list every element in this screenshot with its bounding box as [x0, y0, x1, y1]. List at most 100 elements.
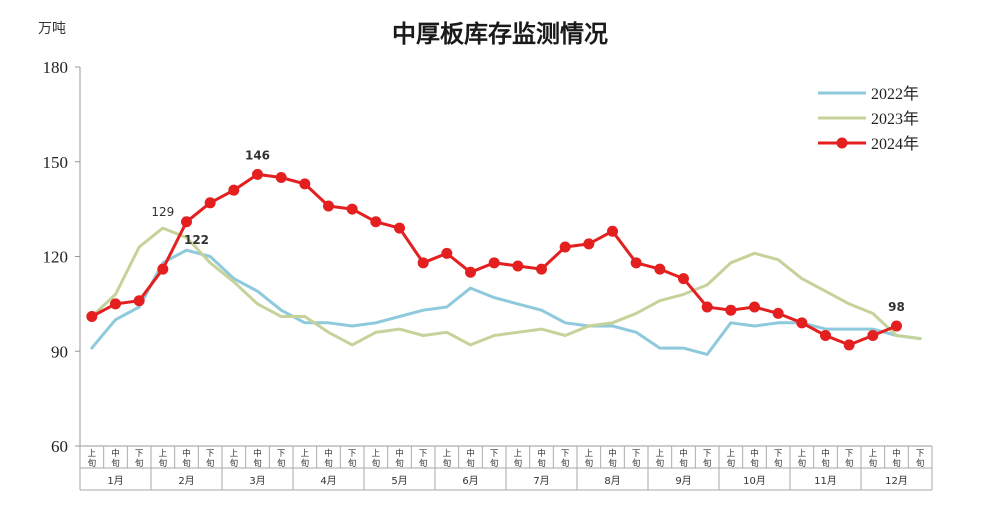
- y-tick-label: 180: [43, 58, 69, 77]
- x-month-label: 7月: [533, 475, 549, 487]
- x-period-label: 旬: [656, 458, 665, 469]
- x-month-label: 3月: [249, 475, 265, 487]
- x-period-label: 旬: [750, 458, 759, 469]
- x-period-label: 下: [916, 449, 925, 459]
- y-tick-label: 90: [51, 342, 68, 361]
- x-period-label: 上: [798, 449, 807, 459]
- x-month-label: 9月: [675, 475, 691, 487]
- x-period-label: 中: [395, 448, 404, 459]
- x-period-label: 中: [892, 448, 901, 459]
- data-point-2024年: [228, 184, 240, 196]
- data-point-2024年: [772, 307, 784, 319]
- data-point-2024年: [701, 301, 713, 313]
- chart-title: 中厚板库存监测情况: [392, 20, 608, 48]
- data-point-2024年: [157, 263, 169, 275]
- x-period-label: 旬: [324, 458, 333, 469]
- x-period-label: 旬: [395, 458, 404, 469]
- x-period-label: 上: [869, 449, 878, 459]
- data-point-2024年: [725, 304, 737, 316]
- legend-label-2024年: 2024年: [871, 135, 919, 153]
- x-period-label: 下: [632, 449, 641, 459]
- y-tick-label: 120: [43, 248, 69, 267]
- x-period-label: 上: [301, 449, 310, 459]
- x-period-label: 上: [372, 449, 381, 459]
- x-month-label: 1月: [107, 475, 123, 487]
- x-period-label: 旬: [585, 458, 594, 469]
- x-period-label: 下: [348, 449, 357, 459]
- x-period-label: 下: [703, 449, 712, 459]
- x-period-label: 旬: [608, 458, 617, 469]
- x-period-label: 下: [419, 449, 428, 459]
- x-period-label: 旬: [111, 458, 120, 469]
- data-point-2024年: [820, 329, 831, 341]
- data-point-2024年: [252, 168, 263, 180]
- y-tick-label: 150: [43, 153, 69, 172]
- x-period-label: 旬: [253, 458, 262, 469]
- x-period-label: 下: [277, 449, 286, 459]
- x-period-label: 旬: [774, 458, 783, 469]
- x-period-label: 中: [111, 448, 120, 459]
- data-label: 129: [151, 205, 174, 219]
- x-period-label: 中: [750, 448, 759, 459]
- x-period-label: 中: [679, 448, 688, 459]
- y-unit-label: 万吨: [38, 21, 66, 37]
- x-period-label: 旬: [135, 458, 144, 469]
- x-period-label: 旬: [869, 458, 878, 469]
- x-period-label: 旬: [230, 458, 239, 469]
- legend-label-2023年: 2023年: [871, 110, 919, 128]
- data-point-2024年: [749, 301, 760, 313]
- x-period-label: 旬: [419, 458, 428, 469]
- data-point-2024年: [796, 317, 808, 329]
- x-period-label: 旬: [679, 458, 688, 469]
- x-period-label: 上: [585, 449, 594, 459]
- x-period-label: 旬: [159, 458, 168, 469]
- x-period-label: 旬: [301, 458, 310, 469]
- x-period-label: 旬: [514, 458, 523, 469]
- x-month-label: 2月: [178, 475, 194, 487]
- x-period-label: 下: [774, 449, 783, 459]
- x-month-label: 12月: [885, 475, 908, 487]
- data-point-2024年: [583, 238, 595, 250]
- x-period-label: 下: [135, 449, 144, 459]
- x-period-label: 上: [88, 449, 97, 459]
- x-month-label: 6月: [462, 475, 478, 487]
- x-month-label: 10月: [743, 475, 766, 487]
- data-point-2024年: [630, 257, 642, 269]
- x-period-label: 旬: [916, 458, 925, 469]
- x-period-label: 上: [514, 449, 523, 459]
- data-point-2024年: [323, 200, 334, 212]
- x-period-label: 上: [443, 449, 452, 459]
- data-label: 146: [245, 148, 270, 162]
- data-point-2024年: [488, 257, 500, 269]
- legend: 2022年 2023年 2024年: [818, 85, 919, 153]
- axes: 6090120150180上旬中旬下旬上旬中旬下旬上旬中旬下旬上旬中旬下旬上旬中…: [43, 58, 933, 491]
- x-period-label: 中: [537, 448, 546, 459]
- x-period-label: 中: [466, 448, 475, 459]
- data-point-2024年: [441, 247, 453, 259]
- x-period-label: 旬: [466, 458, 475, 469]
- data-point-2024年: [275, 172, 287, 184]
- x-period-label: 旬: [182, 458, 191, 469]
- data-point-2024年: [678, 273, 689, 285]
- x-period-label: 中: [324, 448, 333, 459]
- data-point-2024年: [181, 216, 192, 228]
- legend-label-2022年: 2022年: [871, 85, 919, 103]
- x-period-label: 下: [845, 449, 854, 459]
- data-point-2024年: [465, 266, 476, 278]
- x-period-label: 下: [561, 449, 570, 459]
- x-period-label: 旬: [443, 458, 452, 469]
- x-month-label: 5月: [391, 475, 407, 487]
- x-period-label: 旬: [88, 458, 97, 469]
- data-point-2024年: [867, 329, 879, 341]
- y-tick-label: 60: [51, 437, 68, 456]
- data-point-2024年: [417, 257, 429, 269]
- data-point-2024年: [204, 197, 216, 209]
- x-period-label: 旬: [703, 458, 712, 469]
- x-period-label: 旬: [845, 458, 854, 469]
- x-period-label: 上: [727, 449, 736, 459]
- x-period-label: 中: [821, 448, 830, 459]
- x-month-label: 11月: [814, 475, 837, 487]
- data-point-2024年: [843, 339, 855, 351]
- data-point-2024年: [654, 263, 666, 275]
